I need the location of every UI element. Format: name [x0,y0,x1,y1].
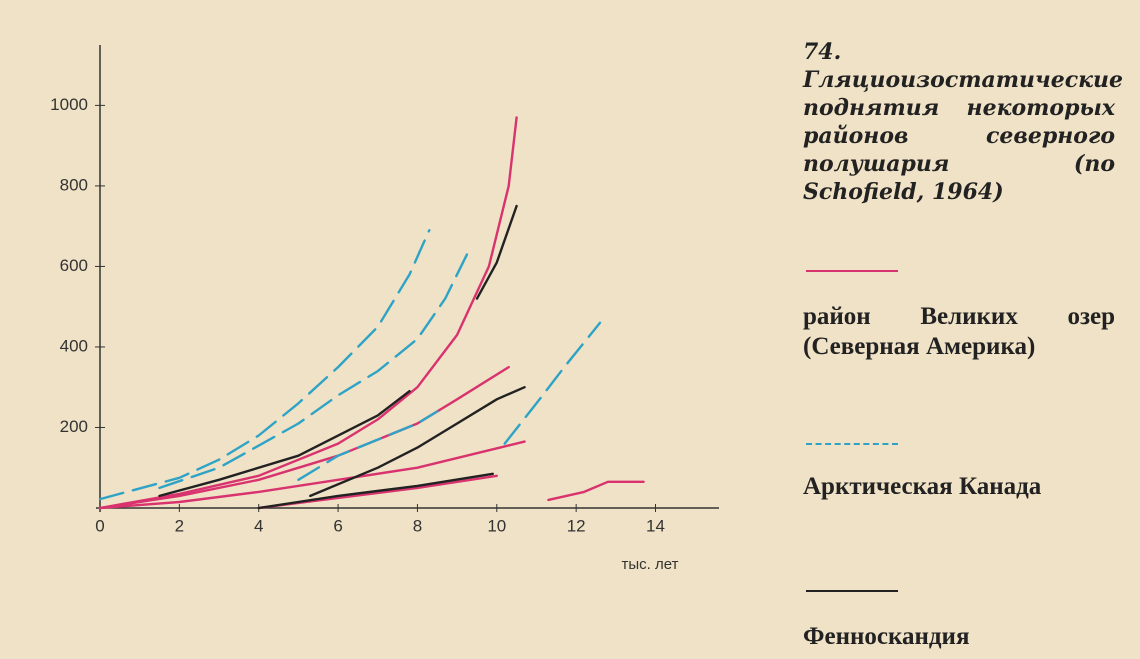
x-tick-label: 14 [646,516,665,535]
curve [297,410,439,481]
y-tick-label: 1000 [50,95,88,114]
curve [547,480,645,502]
chart: 200 400 600 800 1000 0 2 4 6 8 10 12 14 тыс. лет [50,45,719,573]
legend-label: район Великих озер (Северная Америка) [803,303,1115,360]
curve [98,229,431,501]
y-tick-label: 400 [60,336,88,355]
y-tick-label: 200 [60,417,88,436]
curve [98,440,526,510]
curve [309,386,526,498]
curve [98,116,518,510]
curve [257,472,494,510]
x-tick-label: 8 [413,516,422,535]
legend-swatch [806,270,898,272]
legend-swatch [806,590,898,592]
curve [158,390,411,498]
x-axis-label: тыс. лет [622,556,679,573]
chart-title: 74. Гляциоизостатические поднятия некото… [803,39,1124,205]
curve [158,249,471,490]
y-tick-label: 600 [60,256,88,275]
curve [503,321,602,445]
legend-swatch [806,443,898,445]
x-tick-label: 4 [254,516,263,535]
x-tick-label: 0 [95,516,104,535]
curve [475,204,518,300]
x-tick-label: 2 [175,516,184,535]
legend-label: Арктическая Канада [803,473,1042,500]
x-tick-label: 10 [487,516,506,535]
x-tick-label: 6 [333,516,342,535]
y-tick-label: 800 [60,175,88,194]
legend-label: Фенноскандия [803,623,970,650]
x-tick-label: 12 [567,516,586,535]
